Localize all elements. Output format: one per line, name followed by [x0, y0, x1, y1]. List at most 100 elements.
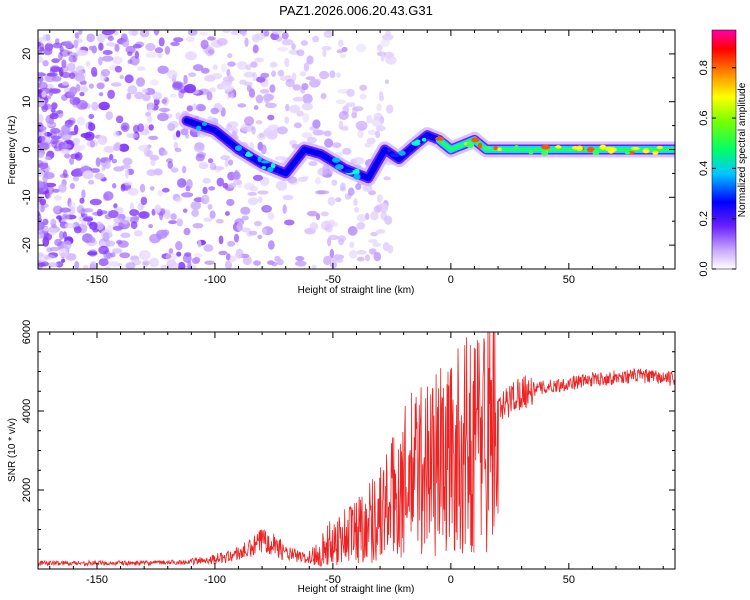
spectrogram-noise-blob [105, 266, 111, 269]
spectrogram-noise-blob [172, 80, 184, 90]
spectrogram-noise-blob [315, 177, 321, 185]
colorbar-tick-label: 0.8 [698, 60, 710, 75]
spectrogram-noise-blob [181, 192, 194, 198]
spectrogram-noise-blob [335, 197, 342, 203]
spectrogram-noise-blob [51, 224, 57, 229]
spectrogram-noise-blob [207, 204, 213, 210]
spectrogram-noise-blob [372, 242, 382, 247]
spectrogram-noise-blob [152, 91, 163, 100]
spectrogram-noise-blob [267, 240, 275, 250]
spectrogram-noise-blob [277, 126, 288, 135]
spectrogram-hotspot [257, 156, 262, 163]
spectrogram-noise-blob [345, 102, 356, 108]
spectrogram-noise-blob [38, 223, 42, 231]
spectrogram-noise-blob [218, 250, 228, 256]
spectrogram-noise-blob [140, 196, 148, 206]
spectrogram-noise-blob [48, 87, 54, 97]
snr-y-tick-label: 6000 [21, 320, 33, 344]
spectrogram-noise-blob [125, 262, 136, 269]
spectrogram-noise-blob [46, 40, 53, 45]
spectrogram-noise-blob [145, 43, 156, 51]
spectrogram-noise-blob [322, 49, 327, 58]
spectrogram-noise-blob [129, 209, 140, 217]
spectrogram-noise-blob [255, 120, 263, 125]
spectrogram-noise-blob [38, 37, 47, 42]
spectrogram-noise-blob [305, 76, 316, 81]
spectrogram-noise-blob [154, 204, 161, 214]
spectrogram-noise-blob [84, 131, 95, 141]
spectrogram-noise-blob [80, 84, 87, 89]
spectrogram-noise-blob [379, 91, 384, 99]
spectrogram-noise-blob [209, 210, 216, 219]
spectrogram-noise-blob [145, 51, 158, 59]
spectrogram-noise-blob [236, 61, 248, 70]
spectrogram-noise-blob [127, 51, 133, 57]
spectrogram-noise-blob [368, 248, 377, 255]
spectrogram-noise-blob [38, 252, 44, 257]
spectrogram-noise-blob [285, 79, 295, 88]
spectrogram-noise-blob [255, 76, 266, 83]
spectrogram-noise-blob [64, 222, 76, 229]
spectrogram-noise-blob [111, 158, 117, 164]
spectrogram-noise-blob [387, 244, 394, 254]
spectrogram-noise-blob [98, 56, 103, 66]
spectrogram-noise-blob [42, 236, 50, 247]
spectrogram-noise-blob [385, 79, 389, 84]
spectrogram-noise-blob [119, 74, 125, 80]
spectrogram-noise-blob [170, 93, 177, 98]
spectrogram-noise-blob [173, 37, 184, 43]
spectrogram-noise-blob [168, 220, 178, 225]
spectrogram-x-tick-label: 50 [563, 274, 575, 286]
spectrogram-noise-blob [55, 261, 64, 268]
spectrogram-noise-blob [292, 84, 301, 91]
spectrogram-noise-blob [175, 241, 183, 251]
spectrogram-noise-blob [332, 142, 342, 149]
spectrogram-noise-blob [282, 194, 294, 201]
spectrogram-noise-blob [149, 79, 159, 86]
spectrogram-noise-blob [98, 42, 104, 51]
spectrogram-noise-blob [149, 186, 155, 191]
spectrogram-noise-blob [183, 227, 191, 236]
spectrogram-noise-blob [214, 167, 222, 173]
spectrogram-noise-blob [115, 115, 124, 124]
spectrogram-noise-blob [81, 213, 88, 219]
spectrogram-noise-blob [91, 101, 99, 111]
spectrogram-noise-blob [335, 99, 346, 105]
spectrogram-noise-blob [184, 83, 196, 94]
spectrogram-noise-blob [56, 110, 64, 114]
spectrogram-noise-blob [123, 181, 133, 186]
spectrogram-noise-blob [301, 102, 313, 111]
spectrogram-noise-blob [108, 210, 119, 219]
spectrogram-noise-blob [59, 230, 64, 240]
spectrogram-noise-blob [355, 43, 367, 53]
spectrogram-noise-blob [127, 59, 133, 64]
spectrogram-noise-blob [327, 196, 336, 206]
spectrogram-hotspot [261, 166, 266, 170]
spectrogram-noise-blob [331, 221, 339, 228]
spectrogram-noise-blob [328, 234, 340, 241]
spectrogram-noise-blob [197, 239, 202, 248]
spectrogram-noise-blob [185, 51, 197, 61]
spectrogram-noise-blob [51, 58, 60, 64]
spectrogram-hotspot [482, 146, 492, 151]
figure-title: PAZ1.2026.006.20.43.G31 [279, 3, 433, 18]
spectrogram-noise-blob [42, 60, 49, 67]
spectrogram-hotspot [261, 160, 270, 164]
spectrogram-noise-blob [234, 169, 239, 179]
spectrogram-noise-blob [169, 262, 179, 269]
spectrogram-noise-blob [336, 72, 341, 78]
spectrogram-noise-blob [245, 64, 252, 71]
spectrogram-noise-blob [321, 46, 332, 51]
spectrogram-noise-blob [248, 88, 256, 98]
spectrogram-noise-blob [73, 226, 82, 234]
spectrogram-noise-blob [94, 172, 105, 180]
spectrogram-noise-blob [230, 30, 240, 35]
spectrogram-noise-blob [258, 196, 263, 203]
spectrogram-hotspot [237, 149, 245, 156]
spectrogram-noise-blob [366, 114, 373, 124]
spectrogram-noise-blob [207, 36, 216, 41]
spectrogram-noise-blob [81, 189, 86, 199]
spectrogram-noise-blob [331, 179, 338, 186]
spectrogram-hotspot [528, 151, 534, 155]
